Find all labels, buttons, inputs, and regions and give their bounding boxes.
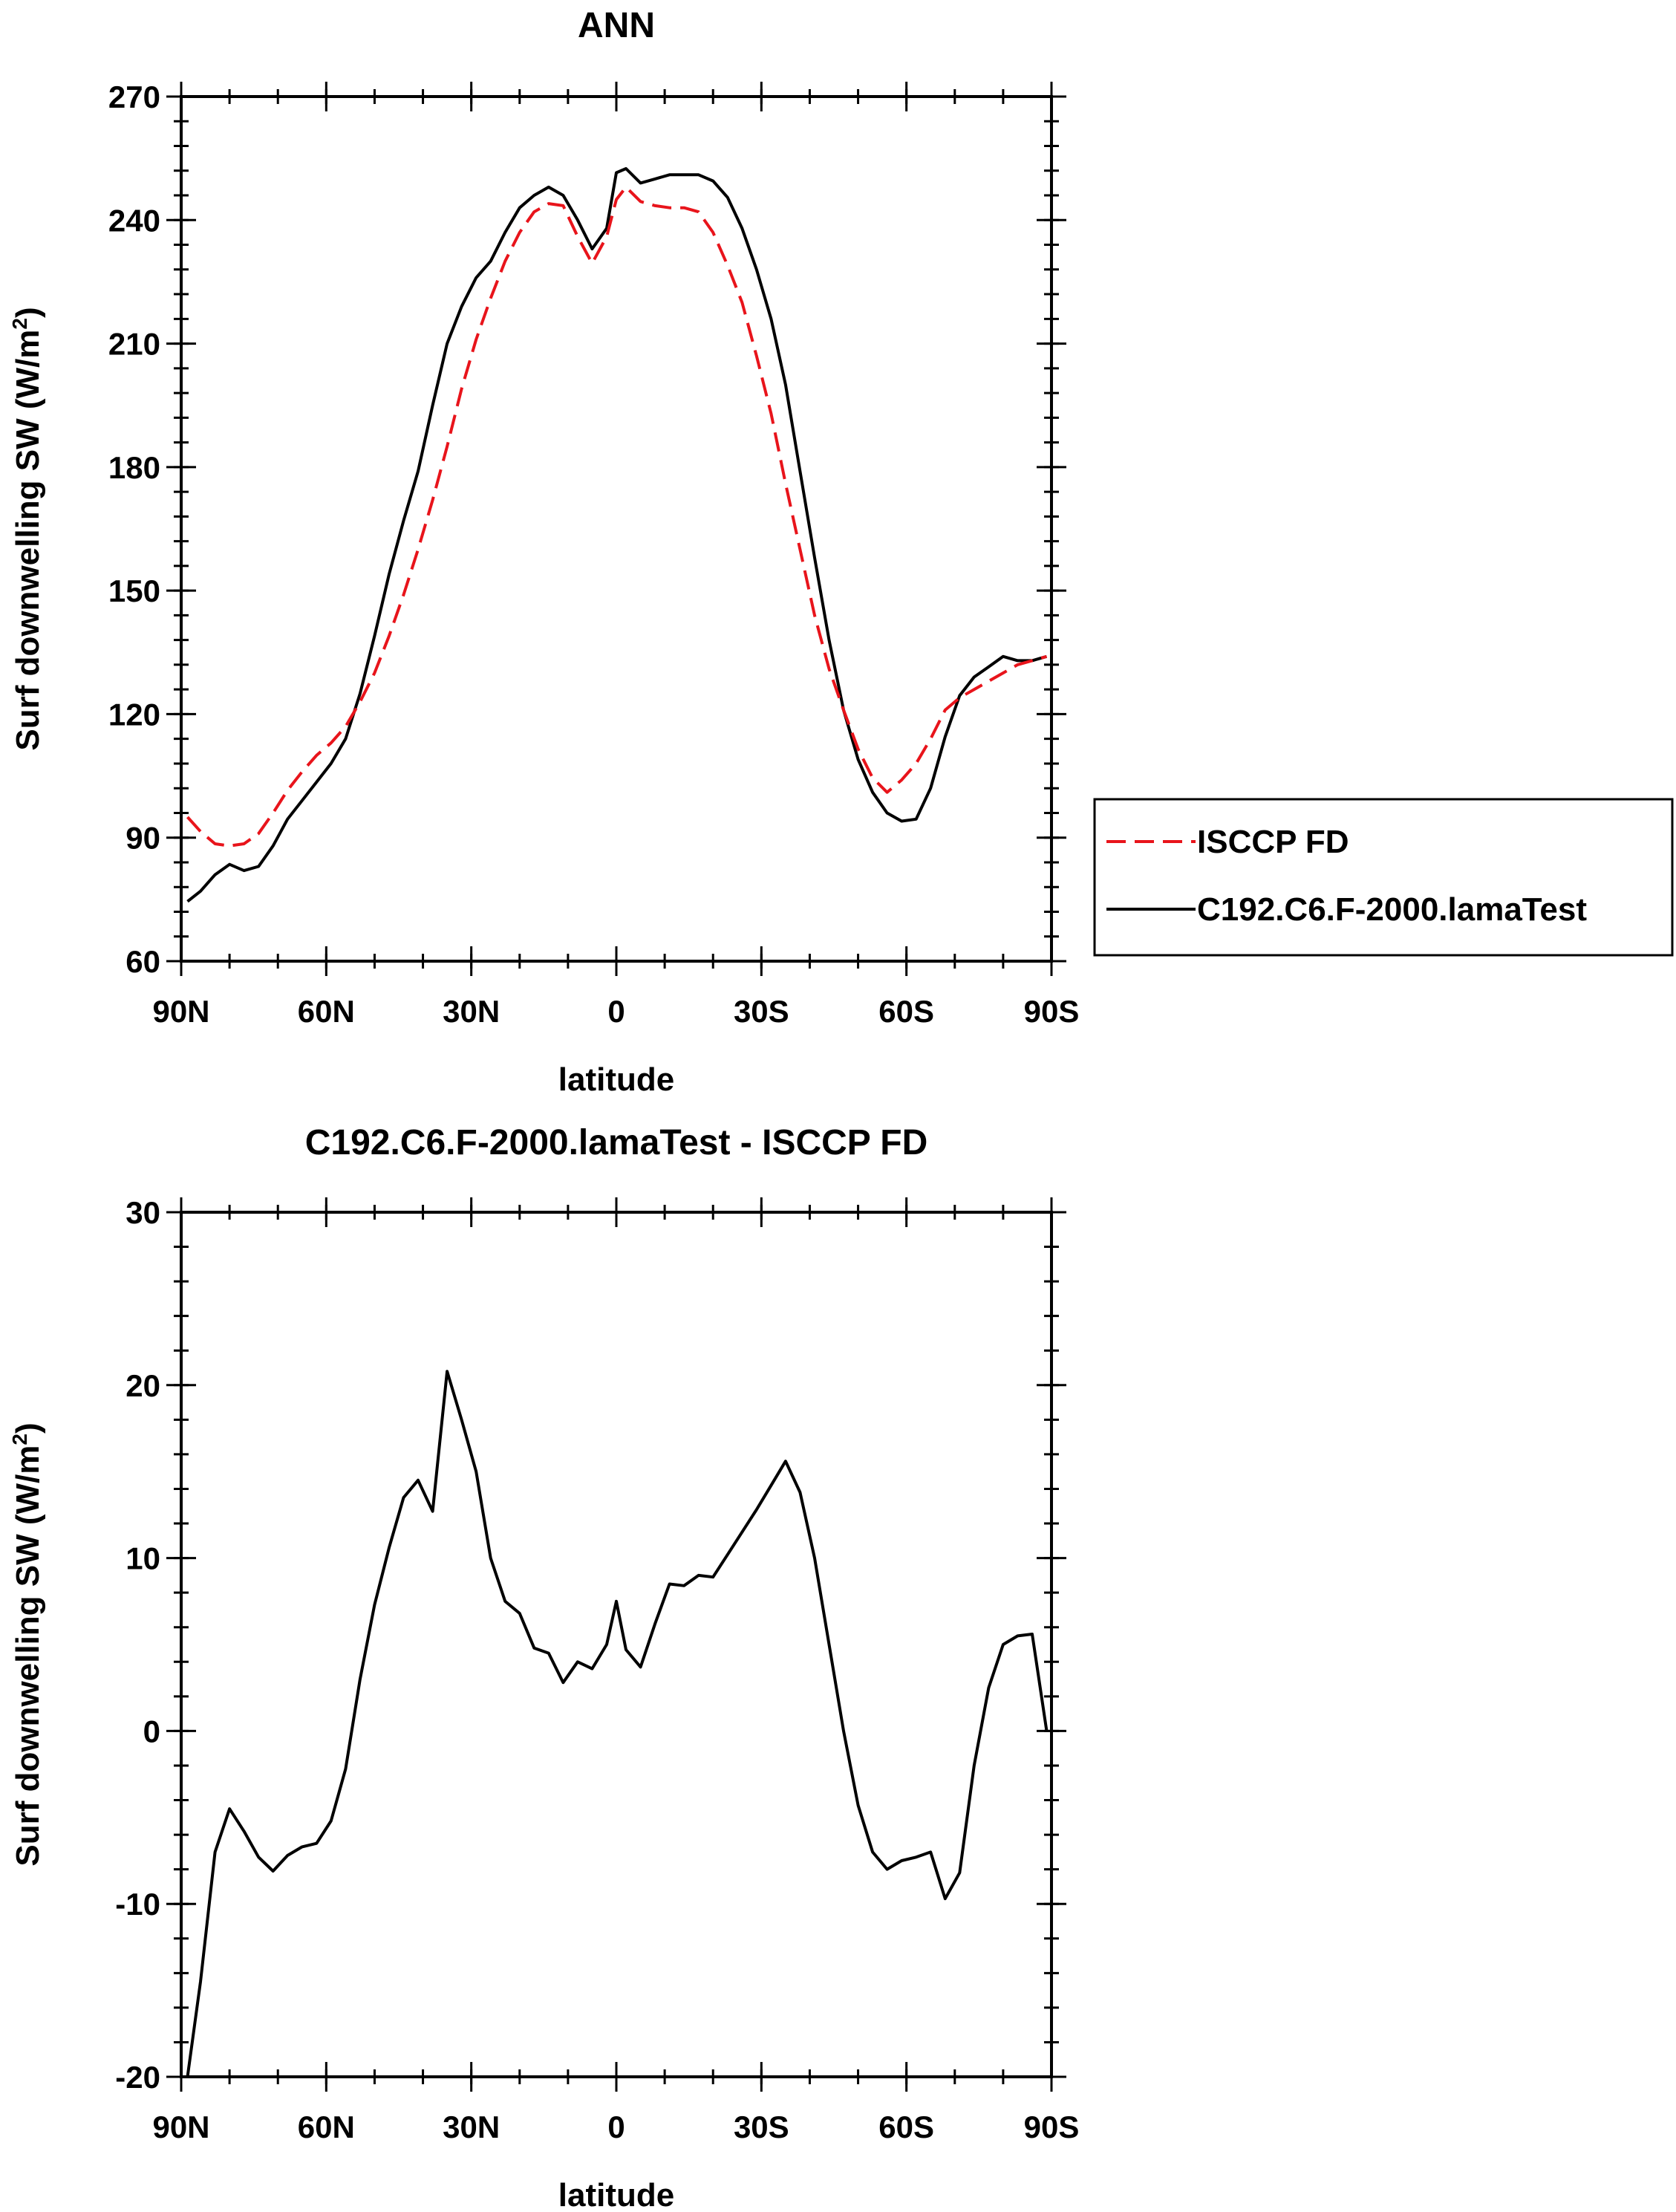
top-chart-title: ANN [578, 6, 655, 45]
top-y-tick-label: 150 [108, 573, 160, 608]
top-y-axis-label-superscript: 2 [8, 318, 31, 330]
top-y-tick-label: 120 [108, 697, 160, 732]
top-y-tick-label: 210 [108, 327, 160, 362]
bottom-ticks [166, 1197, 1066, 2092]
legend: ISCCP FD C192.C6.F-2000.lamaTest [1093, 798, 1674, 957]
top-y-tick-label: 270 [108, 79, 160, 114]
bottom-y-axis-label-superscript: 2 [8, 1434, 31, 1445]
top-x-tick-label: 60N [298, 994, 355, 1029]
top-x-tick-labels: 90N 60N 30N 0 30S 60S 90S [152, 994, 1079, 1029]
top-y-axis-label-close: ) [10, 307, 46, 318]
bottom-y-tick-label: 0 [143, 1714, 160, 1749]
top-x-tick-label: 30S [734, 994, 789, 1029]
top-x-tick-label: 90N [152, 994, 209, 1029]
legend-label-isccp-fd: ISCCP FD [1197, 824, 1349, 860]
legend-label-c192-lamatest: C192.C6.F-2000.lamaTest [1197, 891, 1587, 928]
bottom-x-tick-label: 60N [298, 2109, 355, 2144]
top-y-axis-label: Surf downwelling SW (W/m2) [8, 307, 46, 750]
series-line-difference [186, 1370, 1049, 2078]
top-series-lines [186, 167, 1048, 903]
legend-box [1093, 798, 1674, 957]
top-panel: ANN 60 90 120 150 180 210 240 270 90N 60… [8, 6, 1674, 1098]
top-x-tick-label: 30N [443, 994, 500, 1029]
bottom-x-tick-labels: 90N 60N 30N 0 30S 60S 90S [152, 2109, 1079, 2144]
bottom-x-tick-label: 0 [607, 2109, 625, 2144]
bottom-x-tick-label: 60S [878, 2109, 934, 2144]
bottom-x-tick-label: 30S [734, 2109, 789, 2144]
bottom-y-tick-label: 20 [125, 1368, 160, 1403]
top-y-tick-label: 90 [125, 821, 160, 856]
bottom-y-tick-label: 10 [125, 1541, 160, 1576]
bottom-y-axis-label-main: Surf downwelling SW (W/m [10, 1445, 46, 1867]
top-ticks [166, 82, 1066, 976]
bottom-chart-title: C192.C6.F-2000.lamaTest - ISCCP FD [305, 1123, 928, 1162]
top-y-tick-label: 240 [108, 203, 160, 238]
top-plot-frame [180, 95, 1053, 963]
top-x-tick-label: 60S [878, 994, 934, 1029]
bottom-x-tick-label: 30N [443, 2109, 500, 2144]
top-x-tick-label: 0 [607, 994, 625, 1029]
top-y-tick-label: 60 [125, 944, 160, 979]
series-line-c192-lamatest [186, 167, 1048, 903]
top-x-axis-label: latitude [558, 1061, 674, 1098]
top-y-axis-label-main: Surf downwelling SW (W/m [10, 330, 46, 751]
bottom-y-tick-label: -10 [115, 1887, 160, 1922]
series-line-isccp-fd [186, 185, 1048, 848]
top-y-tick-label: 180 [108, 450, 160, 485]
bottom-y-axis-label-close: ) [10, 1422, 46, 1434]
bottom-plot-frame [180, 1211, 1053, 2078]
bottom-x-tick-label: 90S [1024, 2109, 1080, 2144]
bottom-series-lines [186, 1370, 1049, 2078]
bottom-y-tick-label: -20 [115, 2060, 160, 2095]
bottom-y-axis-label: Surf downwelling SW (W/m2) [8, 1422, 46, 1866]
bottom-x-axis-label: latitude [558, 2177, 674, 2212]
bottom-panel: C192.C6.F-2000.lamaTest - ISCCP FD -20 -… [8, 1123, 1079, 2212]
top-x-tick-label: 90S [1024, 994, 1080, 1029]
bottom-y-tick-labels: -20 -10 0 10 20 30 [115, 1195, 160, 2095]
bottom-y-tick-label: 30 [125, 1195, 160, 1230]
top-y-tick-labels: 60 90 120 150 180 210 240 270 [108, 79, 160, 979]
bottom-x-tick-label: 90N [152, 2109, 209, 2144]
